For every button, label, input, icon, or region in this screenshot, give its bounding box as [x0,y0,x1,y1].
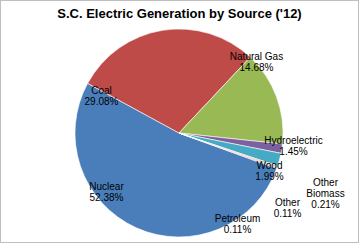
svg-text:Nuclear52.38%: Nuclear52.38% [89,181,124,203]
svg-text:Other0.11%: Other0.11% [274,197,302,219]
svg-text:Coal29.08%: Coal29.08% [85,85,119,107]
svg-text:Natural Gas14.68%: Natural Gas14.68% [230,51,283,73]
svg-text:Wood1.99%: Wood1.99% [255,160,283,182]
html-text:S.C. Electric Generation by So: S.C. Electric Generation by Source ('12) [57,6,302,21]
svg-text:OtherBiomass0.21%: OtherBiomass0.21% [306,177,344,210]
svg-text:Hydroelectric1.45%: Hydroelectric1.45% [264,135,322,157]
svg-text:Petroleum0.11%: Petroleum0.11% [215,213,261,235]
